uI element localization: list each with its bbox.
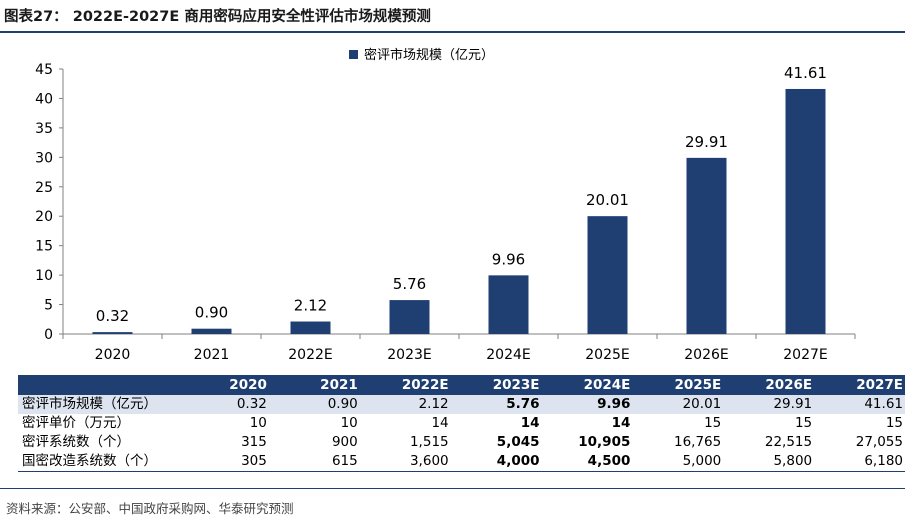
data-label: 20.01 xyxy=(586,191,629,209)
row-label: 国密改造系统数（个） xyxy=(18,452,178,472)
table-header-cell: 2024E xyxy=(541,375,633,395)
footer-divider xyxy=(0,488,905,489)
data-label: 29.91 xyxy=(685,133,728,151)
bar xyxy=(92,332,133,334)
table-header-cell: 2026E xyxy=(723,375,815,395)
table-cell: 5,800 xyxy=(723,452,815,472)
table-header-row: 2020 2021 2022E 2023E 2024E 2025E 2026E … xyxy=(18,375,905,395)
table-cell: 41.61 xyxy=(814,395,905,414)
x-tick-label: 2026E xyxy=(684,347,728,363)
table-cell: 315 xyxy=(241,434,267,450)
y-tick-label: 25 xyxy=(35,180,53,196)
table-cell: 6,180 xyxy=(814,452,905,472)
table-cell: 5,000 xyxy=(632,452,724,472)
y-tick-label: 5 xyxy=(44,298,53,314)
y-tick-label: 45 xyxy=(35,62,53,78)
figure-title: 图表27： 2022E-2027E 商用密码应用安全性评估市场规模预测 xyxy=(4,9,431,25)
data-label: 2.12 xyxy=(294,297,327,315)
table-header-cell: 2025E xyxy=(632,375,724,395)
y-tick-label: 35 xyxy=(35,121,53,137)
legend-label: 密评市场规模（亿元） xyxy=(364,47,494,63)
title-divider xyxy=(0,31,905,33)
table-cell: 4,000 xyxy=(450,452,542,472)
table-cell: 15 xyxy=(885,415,903,431)
table-cell: 5,045 xyxy=(496,434,540,450)
bar xyxy=(290,321,331,334)
table-cell: 0.90 xyxy=(268,395,360,414)
row-label: 密评系统数（个） xyxy=(22,434,130,450)
table-header-cell: 2020 xyxy=(178,375,269,395)
table-cell: 0.32 xyxy=(178,395,269,414)
table-row: 国密改造系统数（个） 305 615 3,600 4,000 4,500 5,0… xyxy=(18,452,905,472)
table-cell: 20.01 xyxy=(632,395,724,414)
table-cell: 16,765 xyxy=(674,434,722,450)
table-row: 密评单价（万元） 10 10 14 14 14 15 15 15 xyxy=(18,414,905,433)
table-cell: 15 xyxy=(704,415,722,431)
y-tick-label: 0 xyxy=(44,327,53,343)
table-header-cell: 2023E xyxy=(450,375,542,395)
table-cell: 15 xyxy=(794,415,813,431)
table-cell: 9.96 xyxy=(541,395,633,414)
table-cell: 2.12 xyxy=(359,395,451,414)
table-row: 密评系统数（个） 315 900 1,515 5,045 10,905 16,7… xyxy=(18,433,905,452)
table-cell: 10 xyxy=(249,415,267,431)
x-tick-label: 2025E xyxy=(585,347,629,363)
table-cell: 305 xyxy=(178,452,269,472)
x-tick-label: 2021 xyxy=(194,347,230,363)
table-cell: 14 xyxy=(520,415,540,431)
table-header-cell xyxy=(18,375,178,395)
data-label: 9.96 xyxy=(492,250,525,268)
bar xyxy=(191,328,232,334)
report-header: 图表27： 2022E-2027E 商用密码应用安全性评估市场规模预测 xyxy=(0,0,905,33)
data-label: 0.32 xyxy=(96,307,129,325)
bar-chart: 0 5 10 15 20 25 30 35 40 45 0.32 2020 0.90 2021 2.12 20… xyxy=(35,47,856,363)
bar xyxy=(587,216,628,334)
x-tick-label: 2027E xyxy=(783,347,827,363)
data-label: 41.61 xyxy=(784,64,827,82)
y-tick-label: 10 xyxy=(35,268,53,284)
y-tick-label: 40 xyxy=(35,91,53,107)
table-cell: 1,515 xyxy=(409,434,449,450)
table-cell: 900 xyxy=(331,434,358,450)
y-tick-label: 20 xyxy=(35,209,53,225)
table-cell: 27,055 xyxy=(855,434,903,450)
y-tick-label: 15 xyxy=(35,239,53,255)
table-cell: 4,500 xyxy=(541,452,633,472)
table-header-cell: 2027E xyxy=(814,375,905,395)
data-label: 5.76 xyxy=(393,275,426,293)
table-cell: 3,600 xyxy=(359,452,451,472)
bar xyxy=(785,88,826,334)
table-cell: 10,905 xyxy=(578,434,631,450)
bar xyxy=(686,157,727,334)
bar xyxy=(488,275,529,334)
table-cell: 10 xyxy=(340,415,358,431)
table-cell: 615 xyxy=(268,452,360,472)
row-label: 密评单价（万元） xyxy=(22,415,130,431)
x-tick-label: 2024E xyxy=(486,347,530,363)
x-tick-label: 2023E xyxy=(387,347,431,363)
x-tick-label: 2020 xyxy=(95,347,131,363)
table-header-cell: 2022E xyxy=(359,375,451,395)
table-cell: 22,515 xyxy=(764,434,813,450)
y-tick-label: 30 xyxy=(35,150,53,166)
bar xyxy=(389,300,430,334)
legend-swatch xyxy=(349,50,358,59)
data-table: 2020 2021 2022E 2023E 2024E 2025E 2026E … xyxy=(18,375,905,472)
data-label: 0.90 xyxy=(195,304,228,322)
table-cell: 14 xyxy=(431,415,449,431)
source-note: 资料来源：公安部、中国政府采购网、华泰研究预测 xyxy=(6,501,294,516)
x-tick-label: 2022E xyxy=(288,347,332,363)
table-cell: 29.91 xyxy=(723,395,815,414)
table-header-cell: 2021 xyxy=(268,375,360,395)
table-cell: 14 xyxy=(611,415,631,431)
row-label: 密评市场规模（亿元） xyxy=(18,395,178,414)
table-cell: 5.76 xyxy=(450,395,542,414)
table-row: 密评市场规模（亿元） 0.32 0.90 2.12 5.76 9.96 20.0… xyxy=(18,395,905,414)
